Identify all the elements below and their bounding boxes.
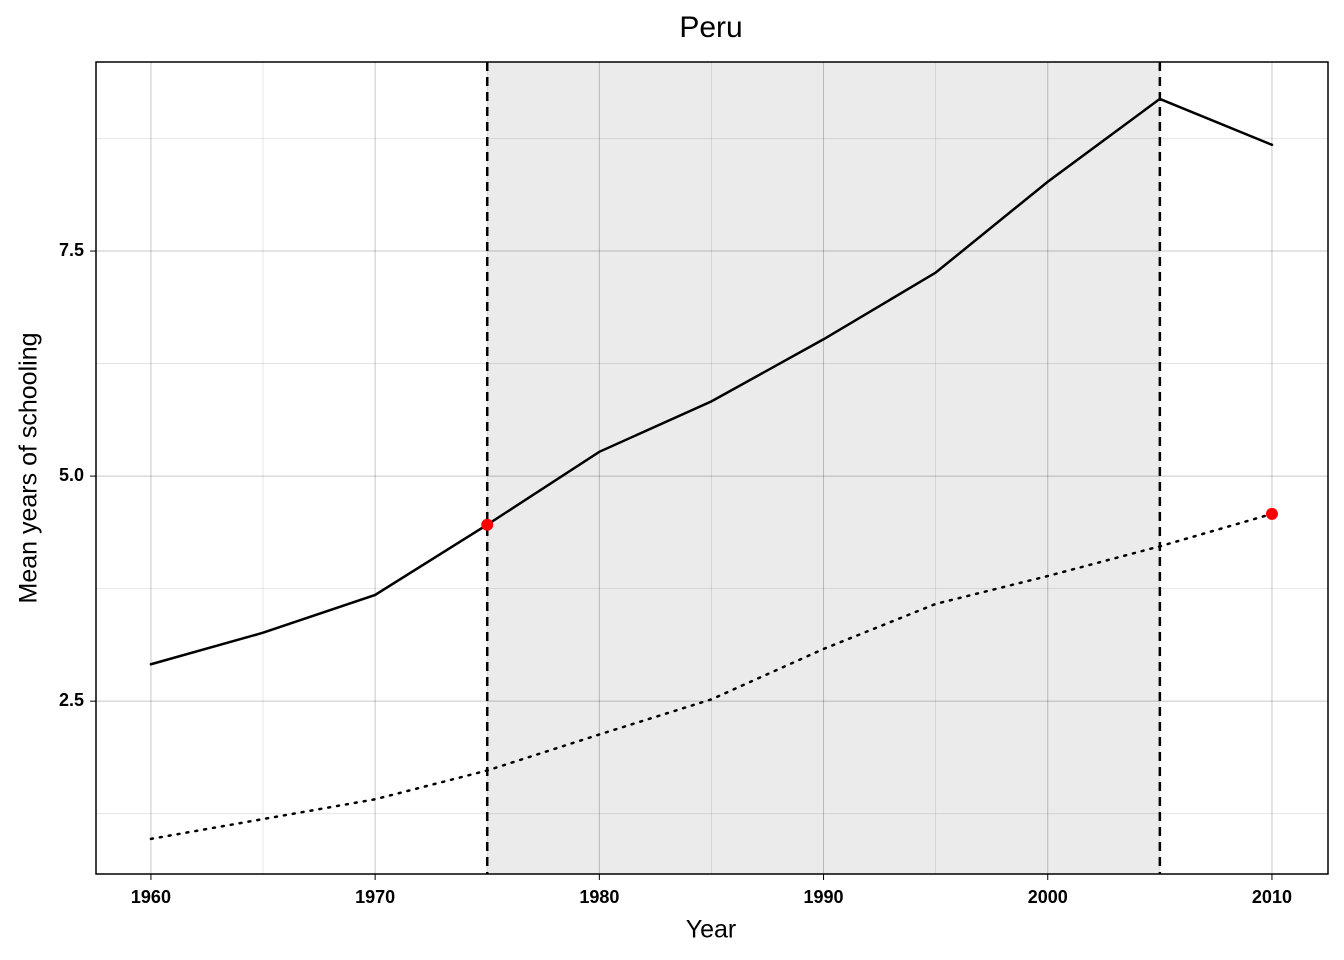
plot-border: [95, 61, 1329, 875]
x-tick-label: 1970: [355, 887, 395, 907]
point: [481, 518, 494, 531]
chart-title: Peru: [679, 11, 742, 44]
series-line: [149, 97, 1274, 666]
x-tick-label: 1960: [131, 887, 171, 907]
y-tick-label: 5.0: [59, 465, 84, 485]
point: [1265, 507, 1278, 520]
series-line: [149, 512, 1274, 841]
y-tick-label: 7.5: [59, 240, 84, 260]
x-tick-label: 1980: [579, 887, 619, 907]
y-axis-label: Mean years of schooling: [15, 333, 43, 604]
y-tick-label: 2.5: [59, 690, 84, 710]
shaded-range: [487, 62, 1160, 874]
x-tick-label: 1990: [804, 887, 844, 907]
x-axis-label: Year: [686, 916, 737, 944]
x-tick-label: 2010: [1252, 887, 1292, 907]
x-tick-label: 2000: [1028, 887, 1068, 907]
